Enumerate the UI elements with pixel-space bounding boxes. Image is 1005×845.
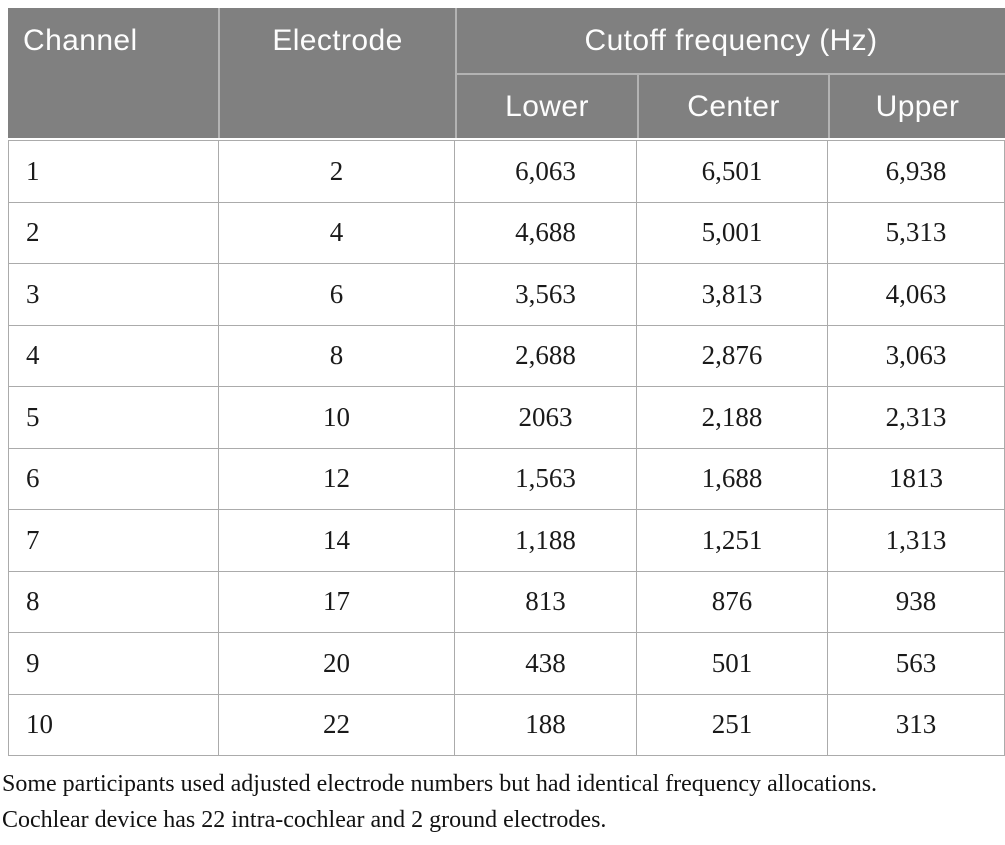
- center-cell: 251: [637, 694, 827, 755]
- lower-cell: 4,688: [455, 202, 636, 263]
- header-electrode: Electrode: [218, 8, 455, 138]
- upper-cell: 563: [828, 633, 1004, 694]
- electrode-cell: 17: [219, 571, 454, 632]
- lower-cell: 2,688: [455, 325, 636, 386]
- channel-cell: 4: [9, 325, 218, 386]
- channel-cell: 10: [9, 694, 218, 755]
- electrode-cell: 20: [219, 633, 454, 694]
- footnote-line: Cochlear device has 22 intra-cochlear an…: [2, 807, 607, 833]
- header-center: Center: [637, 73, 828, 138]
- upper-cell: 1,313: [828, 510, 1004, 571]
- electrode-cell: 2: [219, 141, 454, 202]
- center-cell: 6,501: [637, 141, 827, 202]
- lower-cell: 813: [455, 571, 636, 632]
- center-cell: 2,188: [637, 387, 827, 448]
- lower-cell: 1,563: [455, 448, 636, 509]
- header-upper: Upper: [828, 73, 1005, 138]
- channel-cell: 7: [9, 510, 218, 571]
- electrode-cell: 22: [219, 694, 454, 755]
- center-cell: 3,813: [637, 264, 827, 325]
- lower-cell: 6,063: [455, 141, 636, 202]
- channel-cell: 6: [9, 448, 218, 509]
- center-cell: 501: [637, 633, 827, 694]
- table-header: Channel Electrode Cutoff frequency (Hz) …: [8, 8, 1005, 138]
- electrode-cell: 10: [219, 387, 454, 448]
- center-cell: 876: [637, 571, 827, 632]
- channel-cell: 5: [9, 387, 218, 448]
- lower-cell: 2063: [455, 387, 636, 448]
- center-cell: 5,001: [637, 202, 827, 263]
- lower-cell: 3,563: [455, 264, 636, 325]
- footnote-line: Some participants used adjusted electrod…: [2, 771, 878, 797]
- electrode-cell: 6: [219, 264, 454, 325]
- lower-cell: 438: [455, 633, 636, 694]
- channel-cell: 1: [9, 141, 218, 202]
- upper-cell: 4,063: [828, 264, 1004, 325]
- electrode-cell: 8: [219, 325, 454, 386]
- upper-cell: 938: [828, 571, 1004, 632]
- electrode-cell: 12: [219, 448, 454, 509]
- lower-cell: 1,188: [455, 510, 636, 571]
- upper-cell: 1813: [828, 448, 1004, 509]
- header-channel: Channel: [8, 8, 218, 138]
- center-cell: 2,876: [637, 325, 827, 386]
- header-lower: Lower: [455, 73, 637, 138]
- upper-cell: 6,938: [828, 141, 1004, 202]
- center-cell: 1,688: [637, 448, 827, 509]
- table-body: 1 2 6,063 6,501 6,938 2 4 4,688 5,001 5,…: [8, 140, 1005, 756]
- upper-cell: 313: [828, 694, 1004, 755]
- center-cell: 1,251: [637, 510, 827, 571]
- channel-cell: 8: [9, 571, 218, 632]
- electrode-cell: 4: [219, 202, 454, 263]
- header-cutoff-group: Cutoff frequency (Hz): [455, 8, 1005, 73]
- lower-cell: 188: [455, 694, 636, 755]
- table-footnotes: Some participants used adjusted electrod…: [2, 766, 1002, 838]
- channel-cell: 9: [9, 633, 218, 694]
- channel-cell: 2: [9, 202, 218, 263]
- frequency-allocation-table: Channel Electrode Cutoff frequency (Hz) …: [8, 8, 1005, 756]
- electrode-cell: 14: [219, 510, 454, 571]
- upper-cell: 3,063: [828, 325, 1004, 386]
- upper-cell: 5,313: [828, 202, 1004, 263]
- channel-cell: 3: [9, 264, 218, 325]
- upper-cell: 2,313: [828, 387, 1004, 448]
